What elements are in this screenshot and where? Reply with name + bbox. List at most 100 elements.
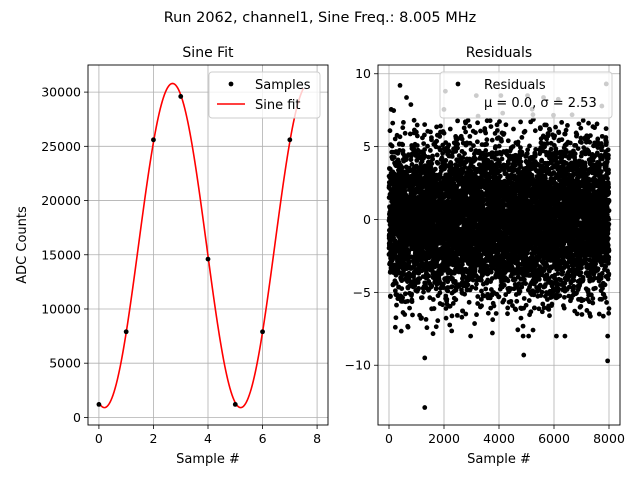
residual-point bbox=[441, 130, 447, 136]
residual-point bbox=[434, 152, 440, 158]
residual-point bbox=[494, 128, 500, 133]
residual-point bbox=[446, 142, 452, 148]
residual-point bbox=[468, 333, 474, 339]
sine-fit-frame bbox=[87, 64, 329, 426]
residual-point bbox=[478, 128, 483, 134]
residual-point bbox=[413, 129, 419, 135]
residual-point bbox=[428, 129, 433, 135]
residual-point bbox=[414, 122, 420, 128]
residual-point bbox=[487, 118, 493, 124]
residual-point bbox=[493, 311, 499, 316]
residual-point bbox=[406, 260, 412, 265]
residuals-data bbox=[386, 81, 612, 410]
residual-point bbox=[515, 139, 521, 145]
sample-point bbox=[260, 329, 265, 335]
residual-point bbox=[402, 188, 408, 194]
residual-point bbox=[499, 138, 504, 144]
residual-point bbox=[389, 143, 395, 149]
figure-suptitle: Run 2062, channel1, Sine Freq.: 8.005 MH… bbox=[164, 10, 477, 26]
residual-point bbox=[515, 327, 521, 333]
residual-point bbox=[475, 120, 480, 126]
residual-point bbox=[437, 290, 443, 296]
residual-point bbox=[409, 299, 415, 305]
residual-point bbox=[391, 154, 397, 160]
residual-point bbox=[518, 145, 523, 151]
residual-point bbox=[447, 322, 453, 328]
sine-fit-title: Sine Fit bbox=[182, 45, 234, 61]
residual-point bbox=[402, 312, 408, 317]
residual-point bbox=[473, 285, 479, 291]
residual-point bbox=[387, 128, 393, 134]
y-tick-label: 5 bbox=[363, 139, 371, 154]
y-tick-label: 10 bbox=[355, 66, 371, 81]
residual-point bbox=[405, 324, 411, 330]
residual-point bbox=[463, 311, 469, 317]
sample-point bbox=[96, 401, 102, 407]
sine-fit-legend-box bbox=[208, 71, 321, 119]
residual-point bbox=[421, 289, 426, 295]
residual-point bbox=[419, 295, 425, 301]
residual-point bbox=[435, 160, 441, 166]
sample-point bbox=[205, 256, 211, 262]
residual-point bbox=[499, 156, 505, 162]
residual-point bbox=[443, 158, 449, 163]
sine-fit-subplot: Sine Fit 0 2 4 6 805000100001500020000250003… bbox=[15, 45, 329, 467]
residual-point bbox=[399, 286, 405, 292]
residual-point bbox=[484, 141, 490, 147]
residual-point bbox=[518, 315, 524, 321]
residual-point bbox=[391, 108, 397, 113]
residual-point bbox=[468, 147, 474, 153]
residual-point bbox=[434, 138, 440, 144]
residual-point bbox=[472, 157, 478, 162]
residual-point bbox=[483, 286, 489, 292]
residual-point bbox=[400, 125, 406, 131]
residual-point bbox=[414, 143, 420, 148]
residual-point bbox=[483, 130, 489, 136]
residual-point bbox=[453, 297, 459, 303]
residual-point bbox=[472, 321, 477, 326]
residual-point bbox=[505, 305, 511, 311]
sine-fit-legend: Samples Sine fit bbox=[208, 71, 321, 119]
residual-point bbox=[491, 303, 497, 309]
residual-point bbox=[485, 310, 491, 316]
residual-point bbox=[445, 288, 451, 294]
residual-point bbox=[465, 118, 471, 123]
x-tick-label: 4000 bbox=[483, 431, 515, 446]
residual-point bbox=[520, 333, 526, 339]
residual-point bbox=[474, 139, 480, 145]
residual-point bbox=[433, 324, 439, 330]
residual-point bbox=[397, 134, 403, 140]
residual-point bbox=[501, 282, 507, 288]
residual-point bbox=[518, 159, 524, 165]
y-tick-label: 15000 bbox=[41, 247, 81, 262]
residual-point bbox=[449, 284, 455, 290]
residual-point bbox=[506, 160, 511, 166]
residual-point bbox=[484, 137, 490, 143]
residual-point bbox=[407, 305, 412, 311]
x-tick-label: 6 bbox=[259, 431, 267, 446]
residual-point bbox=[399, 165, 405, 170]
residual-point bbox=[519, 149, 525, 155]
residual-point bbox=[392, 136, 398, 142]
residual-point bbox=[427, 148, 433, 153]
residual-point bbox=[393, 315, 399, 321]
residual-point bbox=[411, 117, 417, 123]
residual-point bbox=[490, 317, 496, 323]
legend-sine-fit-label: Sine fit bbox=[255, 98, 301, 113]
residual-point bbox=[422, 122, 428, 127]
residual-point bbox=[388, 294, 393, 299]
x-tick-label: 0 bbox=[95, 431, 103, 446]
residual-point bbox=[410, 312, 415, 318]
residual-point bbox=[460, 155, 466, 161]
residual-point bbox=[463, 129, 468, 135]
y-tick-label: 10000 bbox=[41, 301, 81, 316]
sine-fit-data bbox=[96, 82, 305, 409]
residual-point bbox=[479, 288, 484, 294]
residual-point bbox=[421, 141, 427, 147]
residual-point bbox=[430, 156, 436, 162]
residual-point bbox=[449, 328, 455, 334]
residual-point bbox=[431, 306, 437, 311]
residual-point bbox=[488, 124, 494, 130]
residual-point bbox=[398, 328, 404, 334]
